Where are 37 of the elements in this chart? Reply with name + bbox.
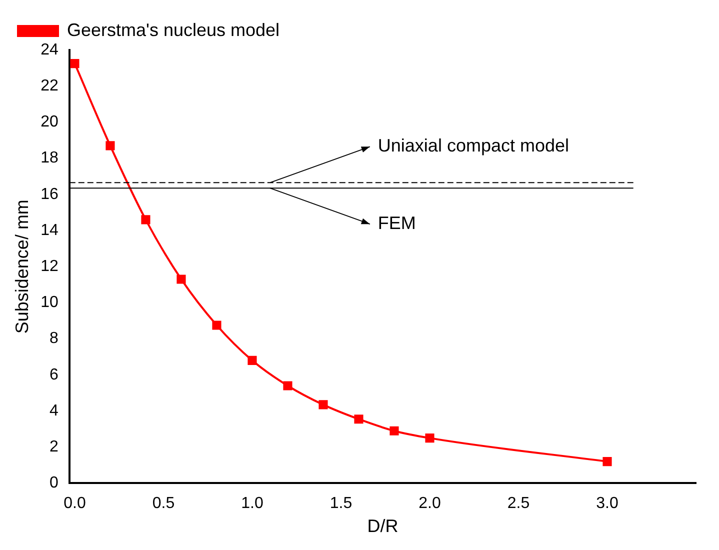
y-tick-label: 0 [49, 474, 58, 492]
y-tick-label: 2 [49, 438, 58, 456]
point [318, 400, 328, 410]
point [602, 457, 612, 466]
y-axis-title: Subsidence/ mm [12, 200, 32, 334]
y-tick-label: 12 [40, 258, 58, 276]
point [212, 320, 222, 330]
point [70, 59, 80, 68]
point [283, 381, 292, 390]
y-tick-label: 14 [40, 222, 58, 239]
x-tick-label: 1.5 [330, 495, 352, 512]
y-tick-label: 20 [40, 114, 58, 131]
point [248, 356, 257, 365]
x-tick-label: 2.5 [507, 495, 530, 512]
y-tick-label: 6 [49, 366, 58, 384]
x-tick-label: 3.0 [596, 495, 618, 512]
point [425, 434, 434, 443]
legend-label: Uniaxial compact model [378, 136, 570, 156]
legend-label: FEM [378, 213, 416, 234]
y-tick-label: 16 [40, 186, 58, 203]
y-tick-label: 4 [49, 402, 58, 420]
legend-label: Geerstma's nucleus model [67, 20, 280, 40]
x-tick-label: 1.0 [241, 495, 264, 512]
x-tick-label: 2.0 [418, 495, 441, 512]
y-tick-label: 10 [40, 294, 58, 312]
point [141, 215, 150, 224]
y-tick-label: 22 [40, 78, 58, 95]
x-axis-title: D/R [367, 516, 398, 536]
point [106, 141, 115, 150]
x-tick-label: 0.5 [152, 495, 175, 512]
x-tick-label: 0.0 [64, 495, 86, 512]
point [390, 426, 399, 436]
y-tick-label: 24 [40, 41, 58, 58]
point [176, 274, 186, 284]
point [354, 414, 364, 424]
y-tick-label: 18 [40, 150, 58, 167]
y-tick-label: 8 [49, 330, 58, 348]
